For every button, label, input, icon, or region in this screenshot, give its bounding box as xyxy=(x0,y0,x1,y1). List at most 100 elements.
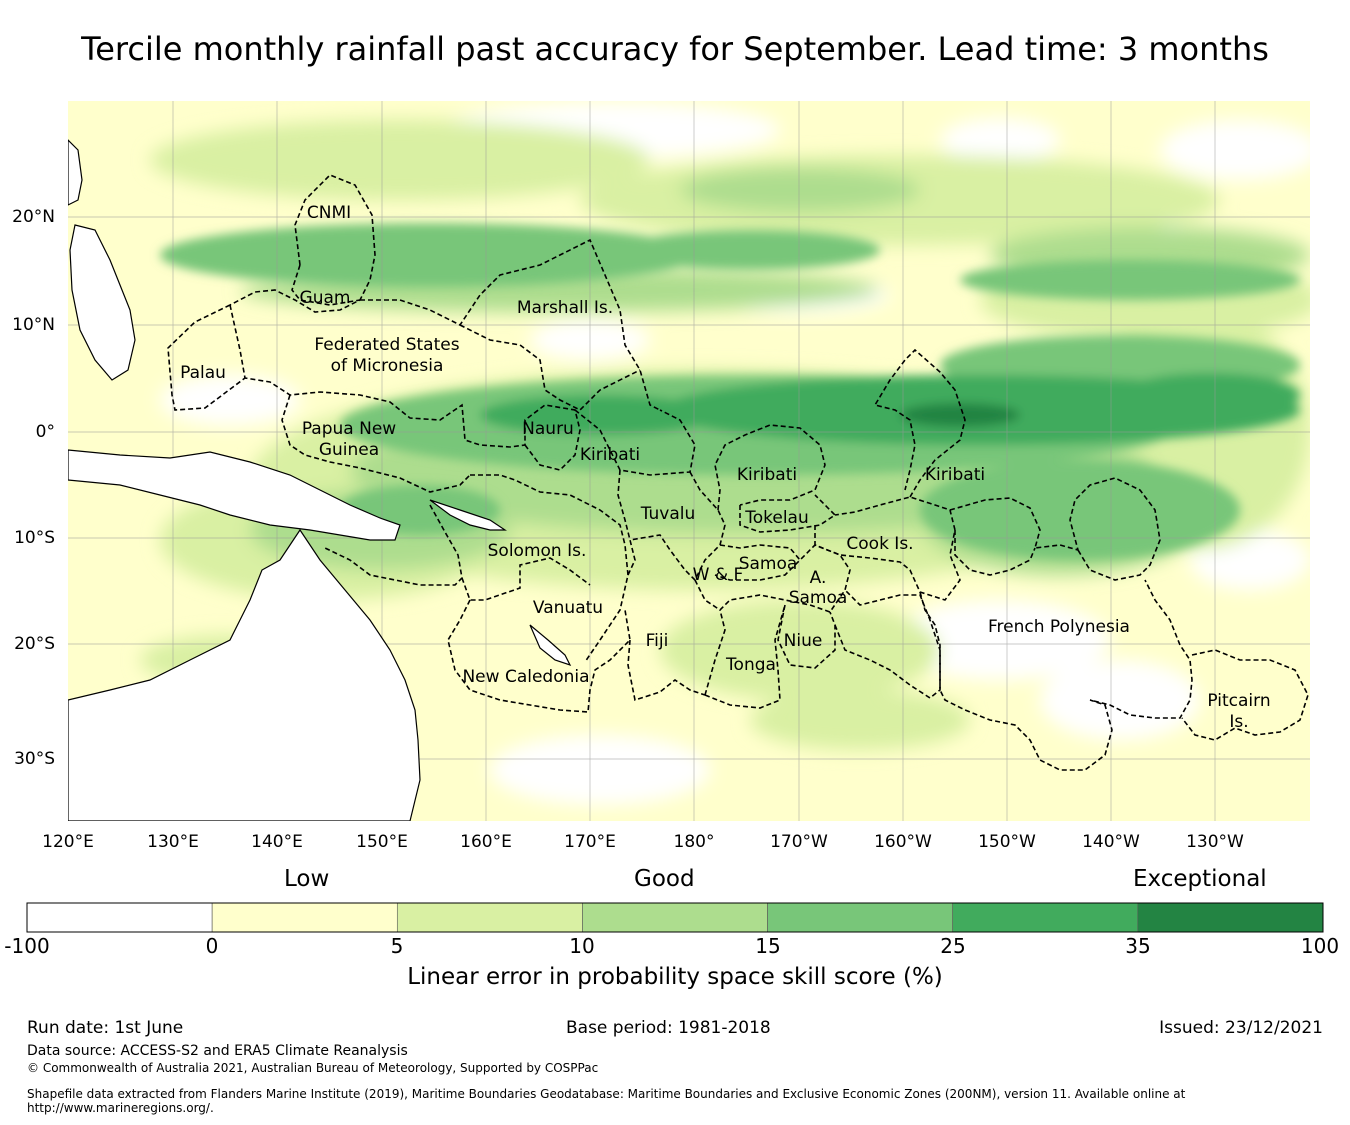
eez-cook-south xyxy=(834,589,941,699)
eez-boundaries xyxy=(167,174,1309,771)
eez-samoa xyxy=(714,544,802,581)
lon-tick: 180° xyxy=(674,832,715,852)
colorbar-swatch xyxy=(396,902,583,933)
lat-tick: 30°S xyxy=(14,749,55,769)
lon-tick: 170°W xyxy=(770,832,828,852)
colorbar-tick: 5 xyxy=(390,934,404,958)
label-new-caledonia: New Caledonia xyxy=(462,667,589,687)
label-pitcairn-1: Pitcairn xyxy=(1207,691,1270,711)
eez-fiji xyxy=(627,639,706,702)
lat-tick: 0° xyxy=(36,422,55,442)
eez-tokelau xyxy=(739,494,837,533)
label-kiribati-gilbert: Kiribati xyxy=(580,445,640,465)
eez-tonga xyxy=(704,604,786,709)
copyright: © Commonwealth of Australia 2021, Austra… xyxy=(27,1061,599,1075)
colorbar-tick: 10 xyxy=(569,934,595,958)
philippines xyxy=(69,224,136,381)
label-fiji: Fiji xyxy=(646,631,669,651)
label-fsm-1: Federated States xyxy=(314,335,459,355)
run-date: Run date: 1st June xyxy=(27,1018,184,1038)
label-american-samoa-1: A. xyxy=(810,568,827,588)
colorbar-tick: 35 xyxy=(1125,934,1151,958)
label-niue: Niue xyxy=(784,631,823,651)
lon-tick: 160°E xyxy=(460,832,512,852)
lat-tick: 10°S xyxy=(14,528,55,548)
eez-kiribati-phoenix xyxy=(714,424,826,511)
lat-tick: 20°S xyxy=(14,634,55,654)
label-tokelau: Tokelau xyxy=(744,508,809,528)
issued-date: Issued: 23/12/2021 xyxy=(1159,1018,1323,1038)
label-tuvalu: Tuvalu xyxy=(640,504,696,524)
lon-tick: 170°E xyxy=(564,832,616,852)
colorbar xyxy=(26,902,1324,933)
lon-tick: 140°E xyxy=(251,832,303,852)
lon-tick: 160°W xyxy=(874,832,932,852)
eez-cook-north xyxy=(814,496,961,601)
map-title: Tercile monthly rainfall past accuracy f… xyxy=(81,30,1269,68)
colorbar-word-exceptional: Exceptional xyxy=(1133,866,1267,892)
eez-new-caledonia xyxy=(447,599,631,713)
colorbar-label: Linear error in probability space skill … xyxy=(407,964,943,990)
region-labels: CNMI Guam Marshall Is. Federated States … xyxy=(180,203,1271,732)
new-guinea xyxy=(68,449,401,541)
eez-fsm-south xyxy=(229,304,526,448)
label-pitcairn-2: Is. xyxy=(1229,712,1248,732)
label-guam: Guam xyxy=(300,288,351,308)
colorbar-tick: 25 xyxy=(940,934,966,958)
eez-png-south xyxy=(324,504,463,586)
eez-pitcairn xyxy=(1181,649,1309,741)
colorbar-swatch xyxy=(952,902,1139,933)
label-kiribati-line: Kiribati xyxy=(925,465,985,485)
colorbar-swatch xyxy=(211,902,398,933)
colorbar-swatch xyxy=(1137,902,1324,933)
label-french-polynesia: French Polynesia xyxy=(988,617,1130,637)
label-png-1: Papua New xyxy=(302,419,396,439)
eez-kiribati-line xyxy=(873,348,966,498)
eez-french-polynesia-north xyxy=(954,530,1036,576)
label-fsm-2: of Micronesia xyxy=(331,356,444,376)
eez-nauru xyxy=(524,404,581,471)
label-samoa: Samoa xyxy=(739,554,798,574)
colorbar-tick: -100 xyxy=(4,934,50,958)
shapefile-credit: Shapefile data extracted from Flanders M… xyxy=(27,1087,1186,1115)
label-palau: Palau xyxy=(180,363,226,383)
colorbar-swatch xyxy=(582,902,768,933)
eez-palau xyxy=(167,304,246,411)
eez-png xyxy=(281,394,471,493)
landmasses xyxy=(68,139,572,821)
colorbar-tick: 15 xyxy=(755,934,781,958)
colorbar-word-low: Low xyxy=(284,866,330,892)
label-american-samoa-2: Samoa xyxy=(789,588,848,608)
colorbar-tick: 100 xyxy=(1300,934,1340,958)
base-period: Base period: 1981-2018 xyxy=(566,1018,771,1038)
label-vanuatu: Vanuatu xyxy=(533,598,603,618)
lon-tick: 150°W xyxy=(978,832,1036,852)
colorbar-tick: 0 xyxy=(205,934,219,958)
eez-cnmi xyxy=(294,174,376,301)
label-nauru: Nauru xyxy=(522,419,574,439)
lon-tick: 130°W xyxy=(1186,832,1244,852)
label-cook: Cook Is. xyxy=(846,534,913,554)
label-kiribati-phoenix: Kiribati xyxy=(737,465,797,485)
lon-tick: 130°E xyxy=(147,832,199,852)
graticule xyxy=(68,101,1310,821)
label-wf: W & F xyxy=(693,565,744,585)
label-solomon: Solomon Is. xyxy=(488,541,587,561)
eez-tuvalu-east xyxy=(689,471,726,581)
eez-tuvalu-west xyxy=(617,469,631,541)
australia xyxy=(68,528,421,821)
colorbar-swatch xyxy=(767,902,954,933)
solomon-islands xyxy=(429,499,507,531)
eez-solomon xyxy=(470,474,629,663)
label-cnmi: CNMI xyxy=(307,203,351,223)
label-tonga: Tonga xyxy=(725,655,776,675)
lon-tick: 120°E xyxy=(42,832,94,852)
eez-vanuatu-north xyxy=(461,557,591,601)
rainfall-skill-map: CNMI Guam Marshall Is. Federated States … xyxy=(12,101,1310,852)
eez-wf-fiji xyxy=(627,534,696,581)
axis-labels: 20°N 10°N 0° 10°S 20°S 30°S 120°E 130°E … xyxy=(12,207,1244,852)
colorbar-word-good: Good xyxy=(634,866,695,892)
new-caledonia xyxy=(529,624,572,667)
lon-tick: 140°W xyxy=(1082,832,1140,852)
lat-tick: 20°N xyxy=(12,207,55,227)
